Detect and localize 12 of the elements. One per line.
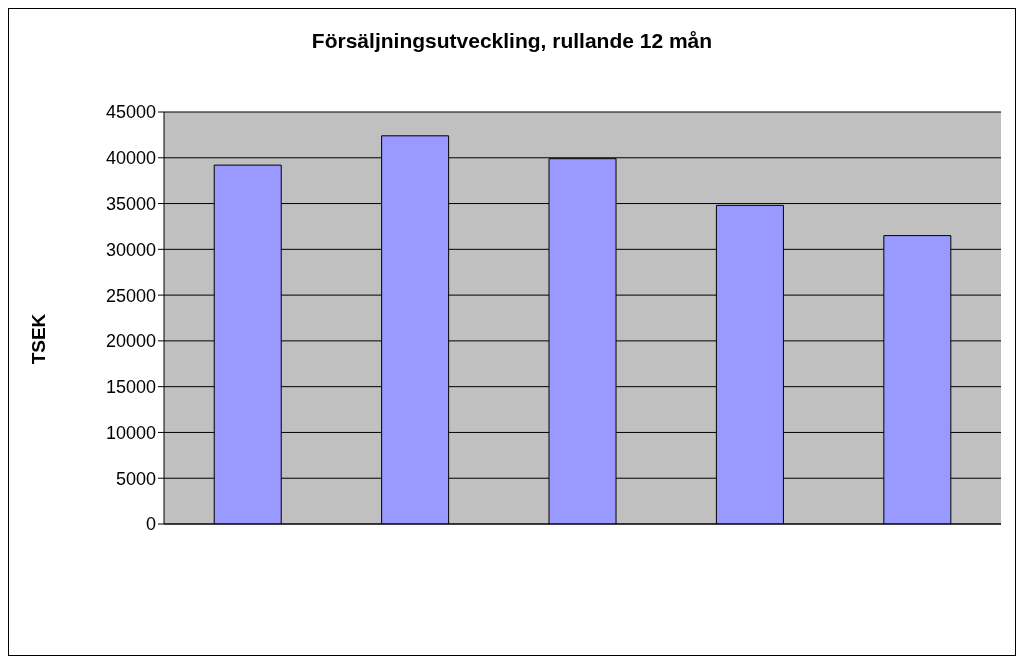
- y-tick-label: 35000: [105, 193, 156, 214]
- y-tick-label: 25000: [105, 285, 156, 306]
- y-tick-label: 5000: [115, 468, 156, 489]
- y-tick-label: 15000: [105, 377, 156, 398]
- y-tick-label: 40000: [105, 148, 156, 169]
- y-tick-label: 10000: [105, 422, 156, 443]
- y-tick-label: 45000: [105, 102, 156, 123]
- chart-title: Försäljningsutveckling, rullande 12 mån: [310, 29, 714, 53]
- y-tick-label: 30000: [105, 239, 156, 260]
- y-tick-label: 0: [145, 514, 156, 535]
- y-tick-label: 20000: [105, 331, 156, 352]
- y-axis-title: TSEK: [28, 313, 50, 365]
